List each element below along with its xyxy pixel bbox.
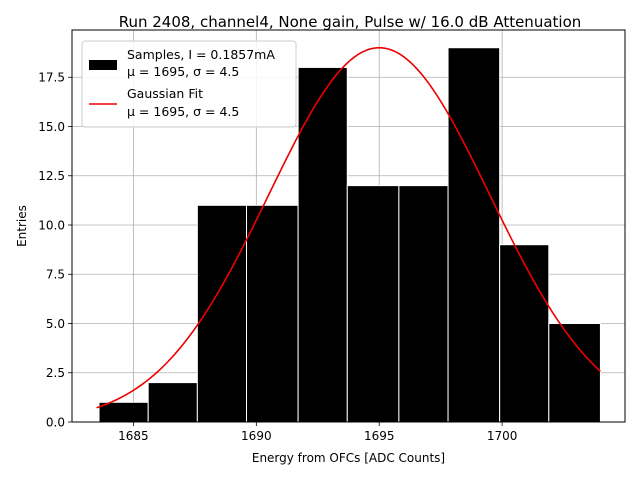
fit-curve-group (96, 46, 601, 409)
y-tick-label: 7.5 (46, 268, 65, 282)
y-axis-label: Entries (15, 205, 29, 247)
x-tick-label: 1695 (364, 429, 395, 443)
chart-title: Run 2408, channel4, None gain, Pulse w/ … (119, 13, 582, 31)
y-tick-label: 17.5 (38, 71, 65, 85)
y-tick-label: 2.5 (46, 366, 65, 380)
y-tick-label: 5.0 (46, 317, 65, 331)
legend: Samples, I = 0.1857mA μ = 1695, σ = 4.5 … (81, 40, 297, 128)
legend-label-fit: Gaussian Fit (127, 86, 203, 101)
legend-stats-fit: μ = 1695, σ = 4.5 (127, 104, 239, 119)
histogram-bar (447, 47, 501, 423)
legend-stats-samples: μ = 1695, σ = 4.5 (127, 64, 239, 79)
legend-swatch-samples (89, 60, 117, 70)
gaussian-fit-line (96, 46, 601, 409)
y-axis-ticks: 0.0 2.5 5.0 7.5 10.0 12.5 15.0 17.5 (38, 71, 72, 429)
x-axis-ticks: 1685 1690 1695 1700 (118, 422, 517, 443)
y-tick-label: 0.0 (46, 415, 65, 429)
x-tick-label: 1685 (118, 429, 149, 443)
histogram-bar (346, 185, 400, 423)
histogram-bar (499, 244, 550, 423)
x-tick-label: 1700 (487, 429, 518, 443)
legend-label-samples: Samples, I = 0.1857mA (127, 47, 275, 62)
histogram-bar (147, 382, 198, 423)
plot-frame (71, 29, 626, 423)
y-tick-label: 12.5 (38, 169, 65, 183)
histogram-bar (246, 204, 299, 423)
histogram-bars (98, 47, 601, 423)
x-axis-label: Energy from OFCs [ADC Counts] (252, 451, 445, 465)
histogram-bar (398, 185, 449, 423)
legend-box (81, 40, 297, 128)
y-tick-label: 10.0 (38, 218, 65, 232)
histogram-bar (548, 323, 601, 423)
y-tick-label: 15.0 (38, 120, 65, 134)
histogram-bar (297, 66, 348, 423)
histogram-bar (98, 401, 149, 423)
x-tick-label: 1690 (241, 429, 272, 443)
